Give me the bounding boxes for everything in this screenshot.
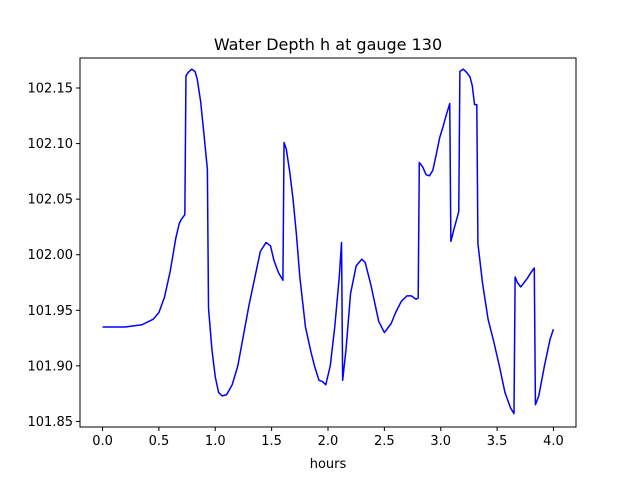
y-axis-ticks: 101.85 101.90 101.95 102.00 102.05 102.10 102.… (28, 82, 80, 430)
y-tick-label: 102.00 (28, 248, 74, 263)
y-tick-label: 101.85 (28, 415, 74, 430)
y-tick-label: 101.95 (28, 304, 74, 319)
x-tick-label: 2.0 (318, 434, 339, 449)
x-tick-label: 3.5 (487, 434, 508, 449)
series-line-0 (102, 68, 555, 415)
y-tick-label: 102.10 (28, 137, 74, 152)
y-tick-label: 102.15 (28, 82, 74, 97)
x-tick-label: 0.0 (92, 434, 113, 449)
series-layer (102, 68, 555, 415)
x-tick-label: 2.5 (374, 434, 395, 449)
x-axis-ticks: 0.0 0.5 1.0 1.5 2.0 2.5 3.0 3.5 4.0 (92, 427, 564, 449)
x-tick-label: 4.0 (543, 434, 564, 449)
x-axis-label: hours (310, 457, 347, 472)
x-tick-label: 3.0 (430, 434, 451, 449)
x-tick-label: 1.5 (261, 434, 282, 449)
x-tick-label: 0.5 (149, 434, 170, 449)
chart-title: Water Depth h at gauge 130 (214, 35, 442, 54)
x-tick-label: 1.0 (205, 434, 226, 449)
y-tick-label: 101.90 (28, 359, 74, 374)
y-tick-label: 102.05 (28, 193, 74, 208)
